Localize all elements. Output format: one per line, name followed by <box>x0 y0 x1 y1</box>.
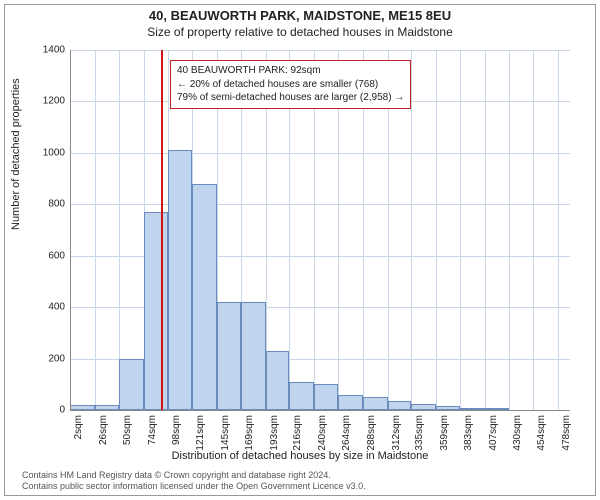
marker-line <box>161 50 163 410</box>
y-tick-label: 1000 <box>25 147 65 158</box>
y-tick-label: 400 <box>25 302 65 313</box>
histogram-bar <box>217 302 242 410</box>
annotation-box: 40 BEAUWORTH PARK: 92sqm← 20% of detache… <box>170 60 411 109</box>
histogram-bar <box>192 184 217 410</box>
histogram-bar <box>338 395 363 410</box>
histogram-bar <box>314 384 339 410</box>
gridline-v <box>95 50 96 410</box>
histogram-bar <box>289 382 314 410</box>
y-tick-label: 200 <box>25 353 65 364</box>
y-tick-label: 0 <box>25 405 65 416</box>
y-axis-label: Number of detached properties <box>10 78 22 230</box>
y-tick-label: 1400 <box>25 45 65 56</box>
histogram-bar <box>168 150 192 410</box>
gridline-h <box>70 50 570 51</box>
annotation-line-2: ← 20% of detached houses are smaller (76… <box>177 78 404 92</box>
credits-line-2: Contains public sector information licen… <box>22 481 366 492</box>
gridline-v <box>533 50 534 410</box>
histogram-bar <box>363 397 388 410</box>
annotation-line-1: 40 BEAUWORTH PARK: 92sqm <box>177 64 404 78</box>
gridline-v <box>119 50 120 410</box>
gridline-h <box>70 204 570 205</box>
gridline-v <box>509 50 510 410</box>
credits-line-1: Contains HM Land Registry data © Crown c… <box>22 470 366 481</box>
title-main: 40, BEAUWORTH PARK, MAIDSTONE, ME15 8EU <box>0 0 600 23</box>
gridline-h <box>70 153 570 154</box>
gridline-v <box>436 50 437 410</box>
gridline-v <box>485 50 486 410</box>
y-tick-label: 1200 <box>25 96 65 107</box>
gridline-v <box>558 50 559 410</box>
title-sub: Size of property relative to detached ho… <box>0 23 600 39</box>
histogram-bar <box>144 212 169 410</box>
plot-area: 02004006008001000120014002sqm26sqm50sqm7… <box>70 50 570 410</box>
y-tick-label: 800 <box>25 199 65 210</box>
y-tick-label: 600 <box>25 250 65 261</box>
histogram-bar <box>266 351 290 410</box>
histogram-bar <box>241 302 266 410</box>
x-axis-line <box>70 410 570 411</box>
histogram-bar <box>119 359 144 410</box>
chart-container: 40, BEAUWORTH PARK, MAIDSTONE, ME15 8EU … <box>0 0 600 500</box>
gridline-v <box>460 50 461 410</box>
credits: Contains HM Land Registry data © Crown c… <box>22 470 366 493</box>
histogram-bar <box>388 401 412 410</box>
plot: 02004006008001000120014002sqm26sqm50sqm7… <box>70 50 570 410</box>
annotation-line-3: 79% of semi-detached houses are larger (… <box>177 91 404 105</box>
x-axis-label: Distribution of detached houses by size … <box>0 450 600 462</box>
y-axis-line <box>70 50 71 410</box>
